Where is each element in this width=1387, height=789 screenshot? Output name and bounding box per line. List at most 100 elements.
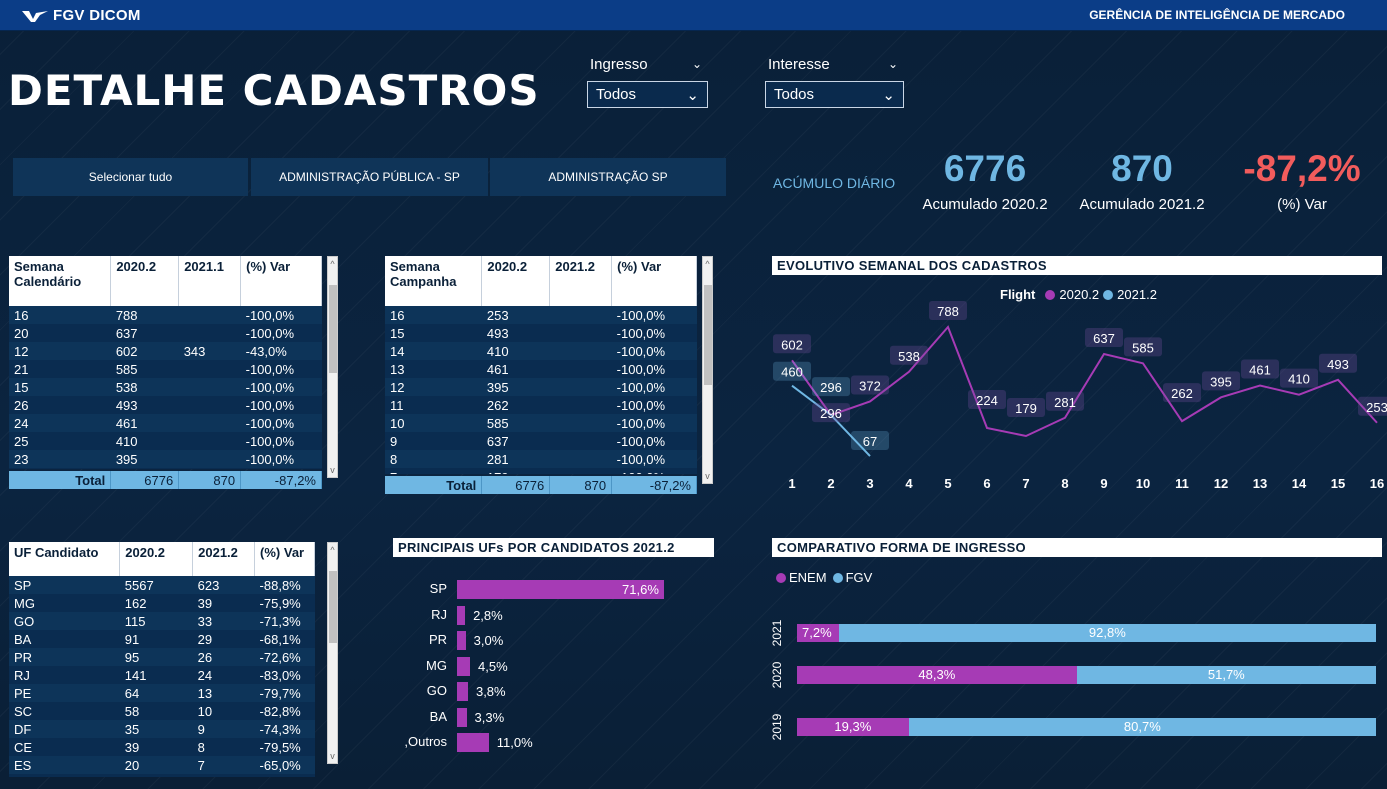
- table-cell: 585: [481, 414, 550, 432]
- table-cell: -100,0%: [611, 324, 697, 342]
- bar-segment-enem[interactable]: 48,3%: [797, 666, 1077, 684]
- data-label: 410: [1288, 372, 1310, 387]
- column-header[interactable]: Semana Calendário: [9, 256, 112, 306]
- bar[interactable]: [457, 682, 468, 701]
- table-cell: -100,0%: [240, 414, 322, 432]
- table-row[interactable]: PR 95 26 -72,6%: [9, 648, 315, 666]
- table-cell: 13: [192, 684, 255, 702]
- column-header[interactable]: Semana Campanha: [385, 256, 483, 306]
- scrollbar[interactable]: ^ v: [702, 256, 713, 484]
- table-cell: -65,0%: [254, 756, 315, 774]
- table-row[interactable]: 23 395 -100,0%: [9, 450, 322, 468]
- table-row[interactable]: 16 788 -100,0%: [9, 306, 322, 324]
- table-row[interactable]: GO 115 33 -71,3%: [9, 612, 315, 630]
- table-row[interactable]: 7179 -100,0%: [385, 468, 697, 474]
- total-cell: 6776: [481, 476, 551, 494]
- table-row[interactable]: 25 410 -100,0%: [9, 432, 322, 450]
- select-all-button[interactable]: Selecionar tudo: [13, 158, 248, 196]
- bar-segment-enem[interactable]: 19,3%: [797, 718, 909, 736]
- table-cell: 461: [110, 414, 179, 432]
- table-cell: 141: [119, 666, 193, 684]
- category-label: BA: [429, 708, 447, 724]
- column-header[interactable]: (%) Var: [611, 256, 697, 306]
- chevron-down-icon[interactable]: ⌄: [692, 57, 703, 71]
- table-row[interactable]: 10 585 -100,0%: [385, 414, 697, 432]
- table-row[interactable]: 14372 -100,0%: [9, 468, 322, 469]
- table-row[interactable]: 13 461 -100,0%: [385, 360, 697, 378]
- data-label: 296: [820, 380, 842, 395]
- table-cell: 13: [385, 360, 482, 378]
- table-cell: 623: [192, 576, 255, 594]
- table-row[interactable]: 21 585 -100,0%: [9, 360, 322, 378]
- column-header[interactable]: UF Candidato: [9, 542, 121, 576]
- table-row[interactable]: ES 20 7 -65,0%: [9, 756, 315, 774]
- table-row[interactable]: 20 637 -100,0%: [9, 324, 322, 342]
- scrollbar[interactable]: ^ v: [327, 542, 338, 764]
- table-row[interactable]: 14 410 -100,0%: [385, 342, 697, 360]
- chevron-down-icon[interactable]: ⌄: [888, 57, 899, 71]
- table-row[interactable]: MG 162 39 -75,9%: [9, 594, 315, 612]
- table-row[interactable]: RJ 141 24 -83,0%: [9, 666, 315, 684]
- column-header[interactable]: 2021.2: [549, 256, 613, 306]
- table-row[interactable]: SP 5567 623 -88,8%: [9, 576, 315, 594]
- scrollbar[interactable]: ^ v: [327, 256, 338, 478]
- bar-segment-enem[interactable]: 7,2%: [797, 624, 839, 642]
- admin-sp-button[interactable]: ADMINISTRAÇÃO SP: [490, 158, 726, 196]
- table-row[interactable]: 11 262 -100,0%: [385, 396, 697, 414]
- table-body-viewport[interactable]: Semana Calendário 2020.2 2021.1 (%) Var 16 78…: [9, 256, 322, 469]
- table-row[interactable]: CE 39 8 -79,5%: [9, 738, 315, 756]
- bar[interactable]: [457, 707, 467, 727]
- table-row[interactable]: 16 253 -100,0%: [385, 306, 697, 324]
- bar-segment-fgv[interactable]: 80,7%: [908, 718, 1376, 736]
- table-row[interactable]: 8 281 -100,0%: [385, 450, 697, 468]
- table-header-row: Semana Calendário 2020.2 2021.1 (%) Var: [9, 256, 322, 306]
- column-header[interactable]: 2021.2: [192, 542, 256, 576]
- bar[interactable]: [457, 733, 489, 752]
- table-row[interactable]: 26 493 -100,0%: [9, 396, 322, 414]
- table-row[interactable]: 15 493 -100,0%: [385, 324, 697, 342]
- bar-segment-fgv[interactable]: 51,7%: [1076, 666, 1376, 684]
- bar[interactable]: [457, 631, 466, 650]
- table-row[interactable]: 15 538 -100,0%: [9, 378, 322, 396]
- column-header[interactable]: 2021.1: [178, 256, 242, 306]
- table-cell: [178, 378, 241, 396]
- table-row[interactable]: 9 637 -100,0%: [385, 432, 697, 450]
- header-right-title: GERÊNCIA DE INTELIGÊNCIA DE MERCADO: [1089, 8, 1345, 22]
- bar[interactable]: [457, 656, 470, 676]
- table-body-viewport[interactable]: UF Candidato 2020.2 2021.2 (%) Var SP 5567 623…: [9, 542, 315, 777]
- table-row[interactable]: RS537-86,8%: [9, 774, 315, 777]
- legend-item[interactable]: ENEM: [789, 570, 827, 585]
- bar[interactable]: [457, 605, 466, 625]
- slicer-ingresso-label: Ingresso: [590, 56, 648, 73]
- column-header[interactable]: (%) Var: [240, 256, 322, 306]
- column-header[interactable]: 2020.2: [481, 256, 551, 306]
- table-row[interactable]: 12 395 -100,0%: [385, 378, 697, 396]
- table-row[interactable]: SC 58 10 -82,8%: [9, 702, 315, 720]
- table-cell: RJ: [9, 666, 120, 684]
- table-row[interactable]: PE 64 13 -79,7%: [9, 684, 315, 702]
- column-header[interactable]: (%) Var: [254, 542, 315, 576]
- table-row[interactable]: 24 461 -100,0%: [9, 414, 322, 432]
- admin-publica-sp-button[interactable]: ADMINISTRAÇÃO PÚBLICA - SP: [251, 158, 488, 196]
- bar[interactable]: [457, 580, 664, 599]
- table-cell: CE: [9, 738, 120, 756]
- data-label-bg: [812, 377, 850, 397]
- table-row[interactable]: DF 35 9 -74,3%: [9, 720, 315, 738]
- data-label: 92,8%: [1088, 625, 1126, 640]
- bar-segment-fgv[interactable]: 92,8%: [838, 624, 1376, 642]
- table-cell: -100,0%: [240, 306, 322, 324]
- slicer-ingresso-dropdown[interactable]: Todos ⌄: [587, 81, 708, 108]
- x-tick-label: 9: [1100, 476, 1107, 491]
- table-row[interactable]: 12 602 343 -43,0%: [9, 342, 322, 360]
- column-header[interactable]: 2020.2: [119, 542, 194, 576]
- table-cell: -100,0%: [240, 360, 322, 378]
- legend-item[interactable]: 2020.2: [1059, 287, 1100, 302]
- fgv-logo-icon: [22, 10, 48, 22]
- slicer-interesse-dropdown[interactable]: Todos ⌄: [765, 81, 904, 108]
- legend-item[interactable]: 2021.2: [1117, 287, 1157, 302]
- table-body-viewport[interactable]: Semana Campanha 2020.2 2021.2 (%) Var 16 253-…: [385, 256, 697, 474]
- table-row[interactable]: BA 91 29 -68,1%: [9, 630, 315, 648]
- legend-item[interactable]: FGV: [845, 570, 873, 585]
- stacked-chart-legend: ENEM FGV: [776, 570, 872, 585]
- column-header[interactable]: 2020.2: [110, 256, 180, 306]
